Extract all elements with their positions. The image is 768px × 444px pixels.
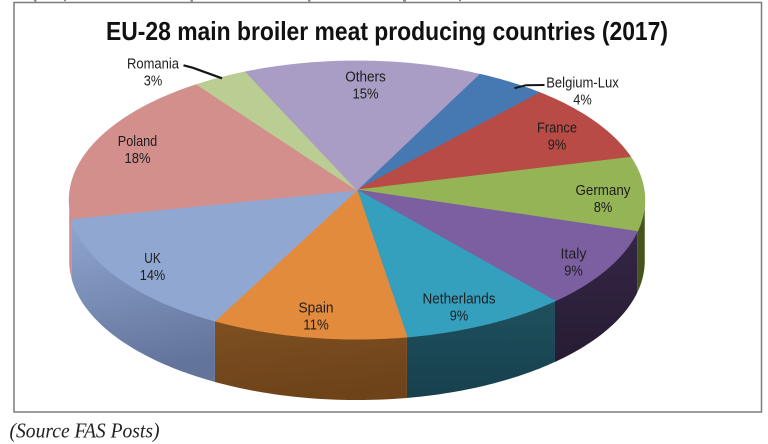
svg-text:8%: 8% bbox=[594, 200, 613, 216]
svg-text:18%: 18% bbox=[125, 151, 151, 167]
svg-text:France: France bbox=[537, 121, 577, 137]
svg-text:3%: 3% bbox=[144, 74, 163, 90]
svg-text:4%: 4% bbox=[573, 93, 592, 109]
svg-text:11%: 11% bbox=[303, 318, 329, 334]
svg-text:UK: UK bbox=[144, 251, 161, 267]
svg-text:(Source FAS Posts): (Source FAS Posts) bbox=[10, 419, 160, 443]
svg-text:Italy: Italy bbox=[561, 247, 588, 263]
svg-text:Germany: Germany bbox=[576, 183, 632, 199]
svg-text:Spain: Spain bbox=[299, 301, 334, 317]
svg-text:15%: 15% bbox=[353, 87, 379, 103]
svg-text:Netherlands: Netherlands bbox=[423, 292, 496, 308]
svg-text:Others: Others bbox=[345, 70, 386, 86]
svg-text:Poland: Poland bbox=[118, 134, 158, 150]
svg-text:9%: 9% bbox=[564, 264, 583, 280]
svg-text:14%: 14% bbox=[140, 268, 166, 284]
svg-text:Romania: Romania bbox=[127, 57, 179, 73]
svg-text:9%: 9% bbox=[548, 138, 567, 154]
svg-text:EU-28 main broiler meat produc: EU-28 main broiler meat producing countr… bbox=[106, 16, 668, 46]
svg-text:Belgium-Lux: Belgium-Lux bbox=[546, 76, 619, 92]
svg-text:9%: 9% bbox=[450, 309, 469, 325]
